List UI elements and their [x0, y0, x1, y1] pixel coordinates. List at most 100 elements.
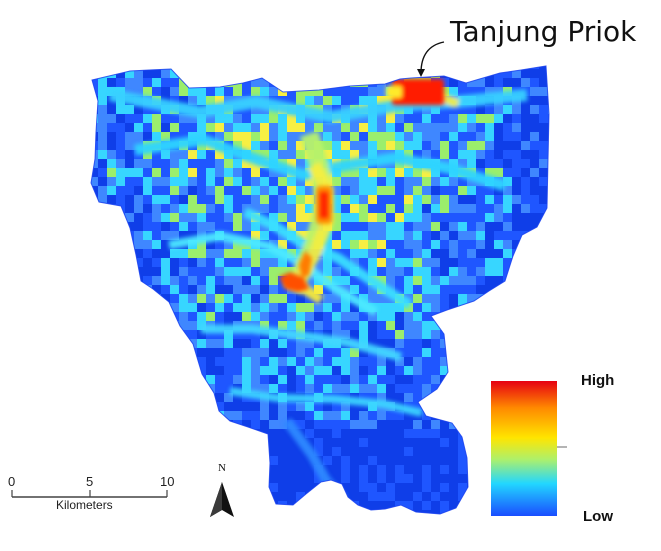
heat-cell — [197, 420, 206, 429]
heat-cell — [332, 411, 341, 420]
heat-cell — [242, 222, 251, 231]
heat-cell — [125, 402, 134, 411]
heat-cell — [557, 168, 566, 177]
heat-cell — [98, 276, 107, 285]
heat-cell — [332, 177, 341, 186]
heat-cell — [188, 465, 197, 474]
heat-cell — [179, 429, 188, 438]
heat-cell — [116, 258, 125, 267]
heat-cell — [143, 501, 152, 510]
heat-cell — [143, 510, 152, 514]
heat-cell — [431, 222, 440, 231]
heat-cell — [386, 204, 395, 213]
legend-colorbar — [491, 381, 557, 516]
heat-cell — [242, 132, 251, 141]
heat-cell — [152, 168, 161, 177]
heat-cell — [350, 231, 359, 240]
heat-cell — [269, 186, 278, 195]
heat-cell — [107, 375, 116, 384]
heat-cell — [314, 321, 323, 330]
heat-cell — [224, 240, 233, 249]
heat-cell — [170, 285, 179, 294]
heat-cell — [476, 249, 485, 258]
heat-cell — [521, 213, 530, 222]
heat-cell — [296, 66, 305, 69]
heat-cell — [323, 294, 332, 303]
heat-cell — [530, 87, 539, 96]
heat-cell — [98, 348, 107, 357]
heat-cell — [467, 357, 476, 366]
heat-cell — [125, 195, 134, 204]
heat-cell — [332, 465, 341, 474]
heat-cell — [107, 483, 116, 492]
heat-cell — [188, 249, 197, 258]
heat-cell — [251, 402, 260, 411]
heat-cell — [188, 375, 197, 384]
heat-cell — [350, 429, 359, 438]
heat-cell — [143, 456, 152, 465]
heat-cell — [467, 474, 476, 483]
heat-cell — [386, 69, 395, 78]
heat-cell — [197, 438, 206, 447]
heat-cell — [107, 276, 116, 285]
heat-cell — [359, 528, 368, 537]
heat-cell — [287, 357, 296, 366]
heat-cell — [377, 465, 386, 474]
heat-cell — [278, 465, 287, 474]
heat-cell — [161, 339, 170, 348]
heat-cell — [341, 78, 350, 87]
heat-cell — [314, 66, 323, 69]
heat-cell — [251, 420, 260, 429]
heat-cell — [548, 150, 549, 159]
heat-cell — [494, 114, 503, 123]
heat-cell — [278, 294, 287, 303]
heat-cell — [440, 105, 449, 114]
heat-cell — [449, 492, 458, 501]
heat-cell — [449, 69, 458, 78]
heat-cell — [152, 348, 161, 357]
heat-cell — [206, 204, 215, 213]
heat-cell — [449, 195, 458, 204]
heat-cell — [80, 411, 89, 420]
heat-cell — [242, 66, 251, 69]
heat-cell — [251, 78, 260, 87]
heat-cell — [98, 330, 107, 339]
heat-cell — [395, 213, 404, 222]
heat-cell — [170, 321, 179, 330]
heat-cell — [98, 528, 107, 537]
heat-cell — [431, 429, 440, 438]
heat-cell — [548, 159, 549, 168]
heat-cell — [512, 69, 521, 78]
heat-cell — [449, 366, 458, 375]
heat-cell — [521, 366, 530, 375]
heat-cell — [287, 141, 296, 150]
heat-cell — [350, 483, 359, 492]
heat-cell — [503, 204, 512, 213]
heat-cell — [188, 168, 197, 177]
heat-cell — [188, 96, 197, 105]
heat-cell — [557, 483, 566, 492]
heat-cell — [91, 66, 98, 69]
heat-cell — [206, 357, 215, 366]
heat-cell — [485, 267, 494, 276]
heat-cell — [539, 123, 548, 132]
heat-cell — [359, 438, 368, 447]
heat-cell — [440, 357, 449, 366]
heat-cell — [170, 87, 179, 96]
heat-cell — [314, 429, 323, 438]
heat-cell — [179, 438, 188, 447]
legend-high-label: High — [581, 372, 615, 389]
heat-cell — [161, 447, 170, 456]
heat-cell — [449, 105, 458, 114]
heat-cell — [98, 240, 107, 249]
heat-cell — [143, 393, 152, 402]
heat-cell — [350, 447, 359, 456]
heat-cell — [287, 366, 296, 375]
heat-cell — [314, 303, 323, 312]
heat-cell — [404, 258, 413, 267]
heat-cell — [539, 231, 548, 240]
heat-cell — [494, 231, 503, 240]
heat-cell — [242, 285, 251, 294]
heat-cell — [197, 402, 206, 411]
heat-cell — [98, 204, 107, 213]
